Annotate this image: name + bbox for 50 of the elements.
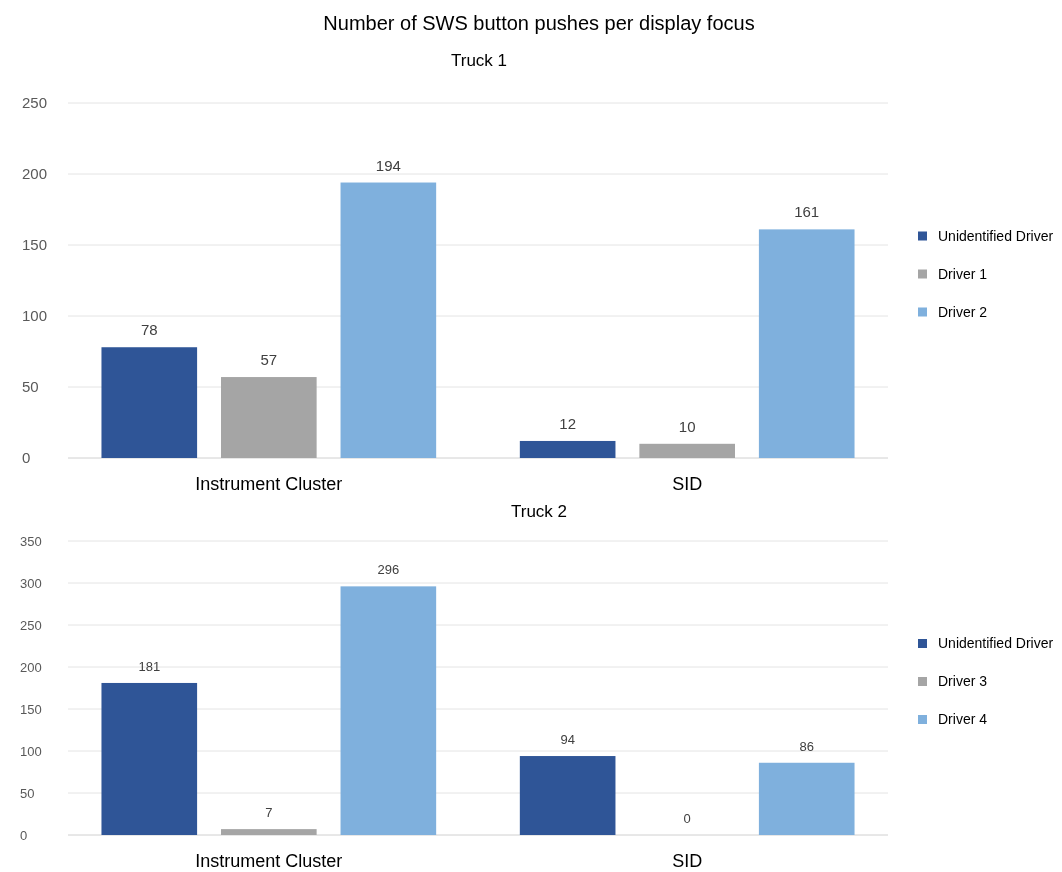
data-label: 86 [799,738,814,754]
data-label: 296 [377,562,400,578]
y-tick-label: 250 [22,94,48,111]
y-tick-label: 0 [22,449,31,466]
bar [101,682,198,835]
legend-label: Driver 2 [938,303,988,320]
data-label: 194 [375,156,401,174]
data-label: 94 [560,732,575,748]
bar [639,443,735,458]
bar [519,440,616,458]
chart-subtitle: Truck 1 [450,51,508,70]
y-tick-label: 100 [22,307,48,324]
y-tick-label: 0 [20,828,28,843]
chart-title: Number of SWS button pushes per display focus [323,12,755,34]
x-tick-label: SID [672,474,703,494]
y-tick-label: 300 [20,576,42,591]
legend-label: Driver 1 [938,265,988,282]
y-tick-label: 150 [20,702,42,717]
data-label: 161 [794,203,820,221]
data-label: 57 [260,351,278,369]
y-tick-label: 50 [22,378,39,395]
chart-title: Truck 2 [510,502,568,521]
bar [221,377,317,458]
legend-label: Driver 3 [938,673,988,689]
bar [758,229,855,458]
bar [519,756,616,835]
data-label: 7 [265,805,273,821]
data-label: 0 [683,811,691,826]
data-label: 12 [559,414,576,432]
legend-label: Driver 4 [938,711,988,727]
y-tick-label: 350 [20,534,42,549]
data-label: 181 [138,658,161,674]
bar [101,347,198,458]
bar [340,586,437,835]
y-tick-label: 150 [22,236,48,253]
x-tick-label: Instrument Cluster [195,851,343,871]
x-tick-label: SID [672,851,703,871]
bar [340,182,437,458]
y-tick-label: 250 [20,618,42,633]
x-tick-label: Instrument Cluster [195,474,343,494]
bar [221,829,317,835]
data-label: 78 [140,321,158,339]
y-tick-label: 200 [20,660,42,675]
y-tick-label: 100 [20,744,42,759]
y-tick-label: 50 [20,786,35,801]
data-label: 10 [678,417,696,435]
y-tick-label: 200 [22,165,48,182]
bar [758,762,855,835]
legend-label: Unidentified Driver [938,635,1054,651]
legend-label: Unidentified Driver [938,227,1054,244]
